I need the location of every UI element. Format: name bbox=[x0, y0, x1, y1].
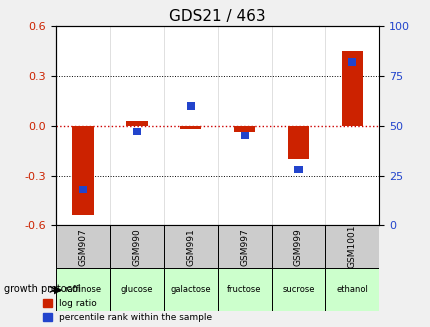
Bar bbox=[132, 128, 141, 135]
Bar bbox=[186, 102, 194, 110]
Text: GSM997: GSM997 bbox=[240, 228, 249, 266]
Bar bbox=[180, 126, 201, 129]
Legend: log ratio, percentile rank within the sample: log ratio, percentile rank within the sa… bbox=[39, 296, 215, 326]
Bar bbox=[72, 126, 94, 215]
Bar bbox=[56, 225, 110, 268]
Bar bbox=[79, 186, 87, 193]
Bar bbox=[325, 225, 378, 268]
Text: GSM991: GSM991 bbox=[186, 228, 195, 266]
Bar bbox=[294, 166, 302, 173]
Bar bbox=[341, 51, 362, 126]
Text: raffinose: raffinose bbox=[64, 285, 101, 294]
Bar bbox=[56, 268, 110, 311]
Text: GSM1001: GSM1001 bbox=[347, 225, 356, 268]
Title: GDS21 / 463: GDS21 / 463 bbox=[169, 9, 265, 24]
Bar bbox=[233, 126, 255, 132]
Bar bbox=[126, 121, 147, 126]
Text: GSM990: GSM990 bbox=[132, 228, 141, 266]
Text: ethanol: ethanol bbox=[336, 285, 367, 294]
Bar bbox=[217, 268, 271, 311]
Bar bbox=[287, 126, 309, 159]
Bar bbox=[110, 225, 163, 268]
Text: sucrose: sucrose bbox=[282, 285, 314, 294]
Text: glucose: glucose bbox=[120, 285, 153, 294]
Bar bbox=[163, 268, 217, 311]
Bar bbox=[347, 58, 356, 66]
Text: fructose: fructose bbox=[227, 285, 261, 294]
Text: ▶: ▶ bbox=[54, 284, 62, 294]
Bar bbox=[163, 225, 217, 268]
Text: galactose: galactose bbox=[170, 285, 211, 294]
Bar bbox=[110, 268, 163, 311]
Text: GSM907: GSM907 bbox=[78, 228, 87, 266]
Bar bbox=[271, 225, 325, 268]
Bar bbox=[217, 225, 271, 268]
Bar bbox=[325, 268, 378, 311]
Text: GSM999: GSM999 bbox=[293, 228, 302, 266]
Bar bbox=[271, 268, 325, 311]
Text: growth protocol: growth protocol bbox=[4, 284, 81, 294]
Bar bbox=[240, 132, 248, 139]
